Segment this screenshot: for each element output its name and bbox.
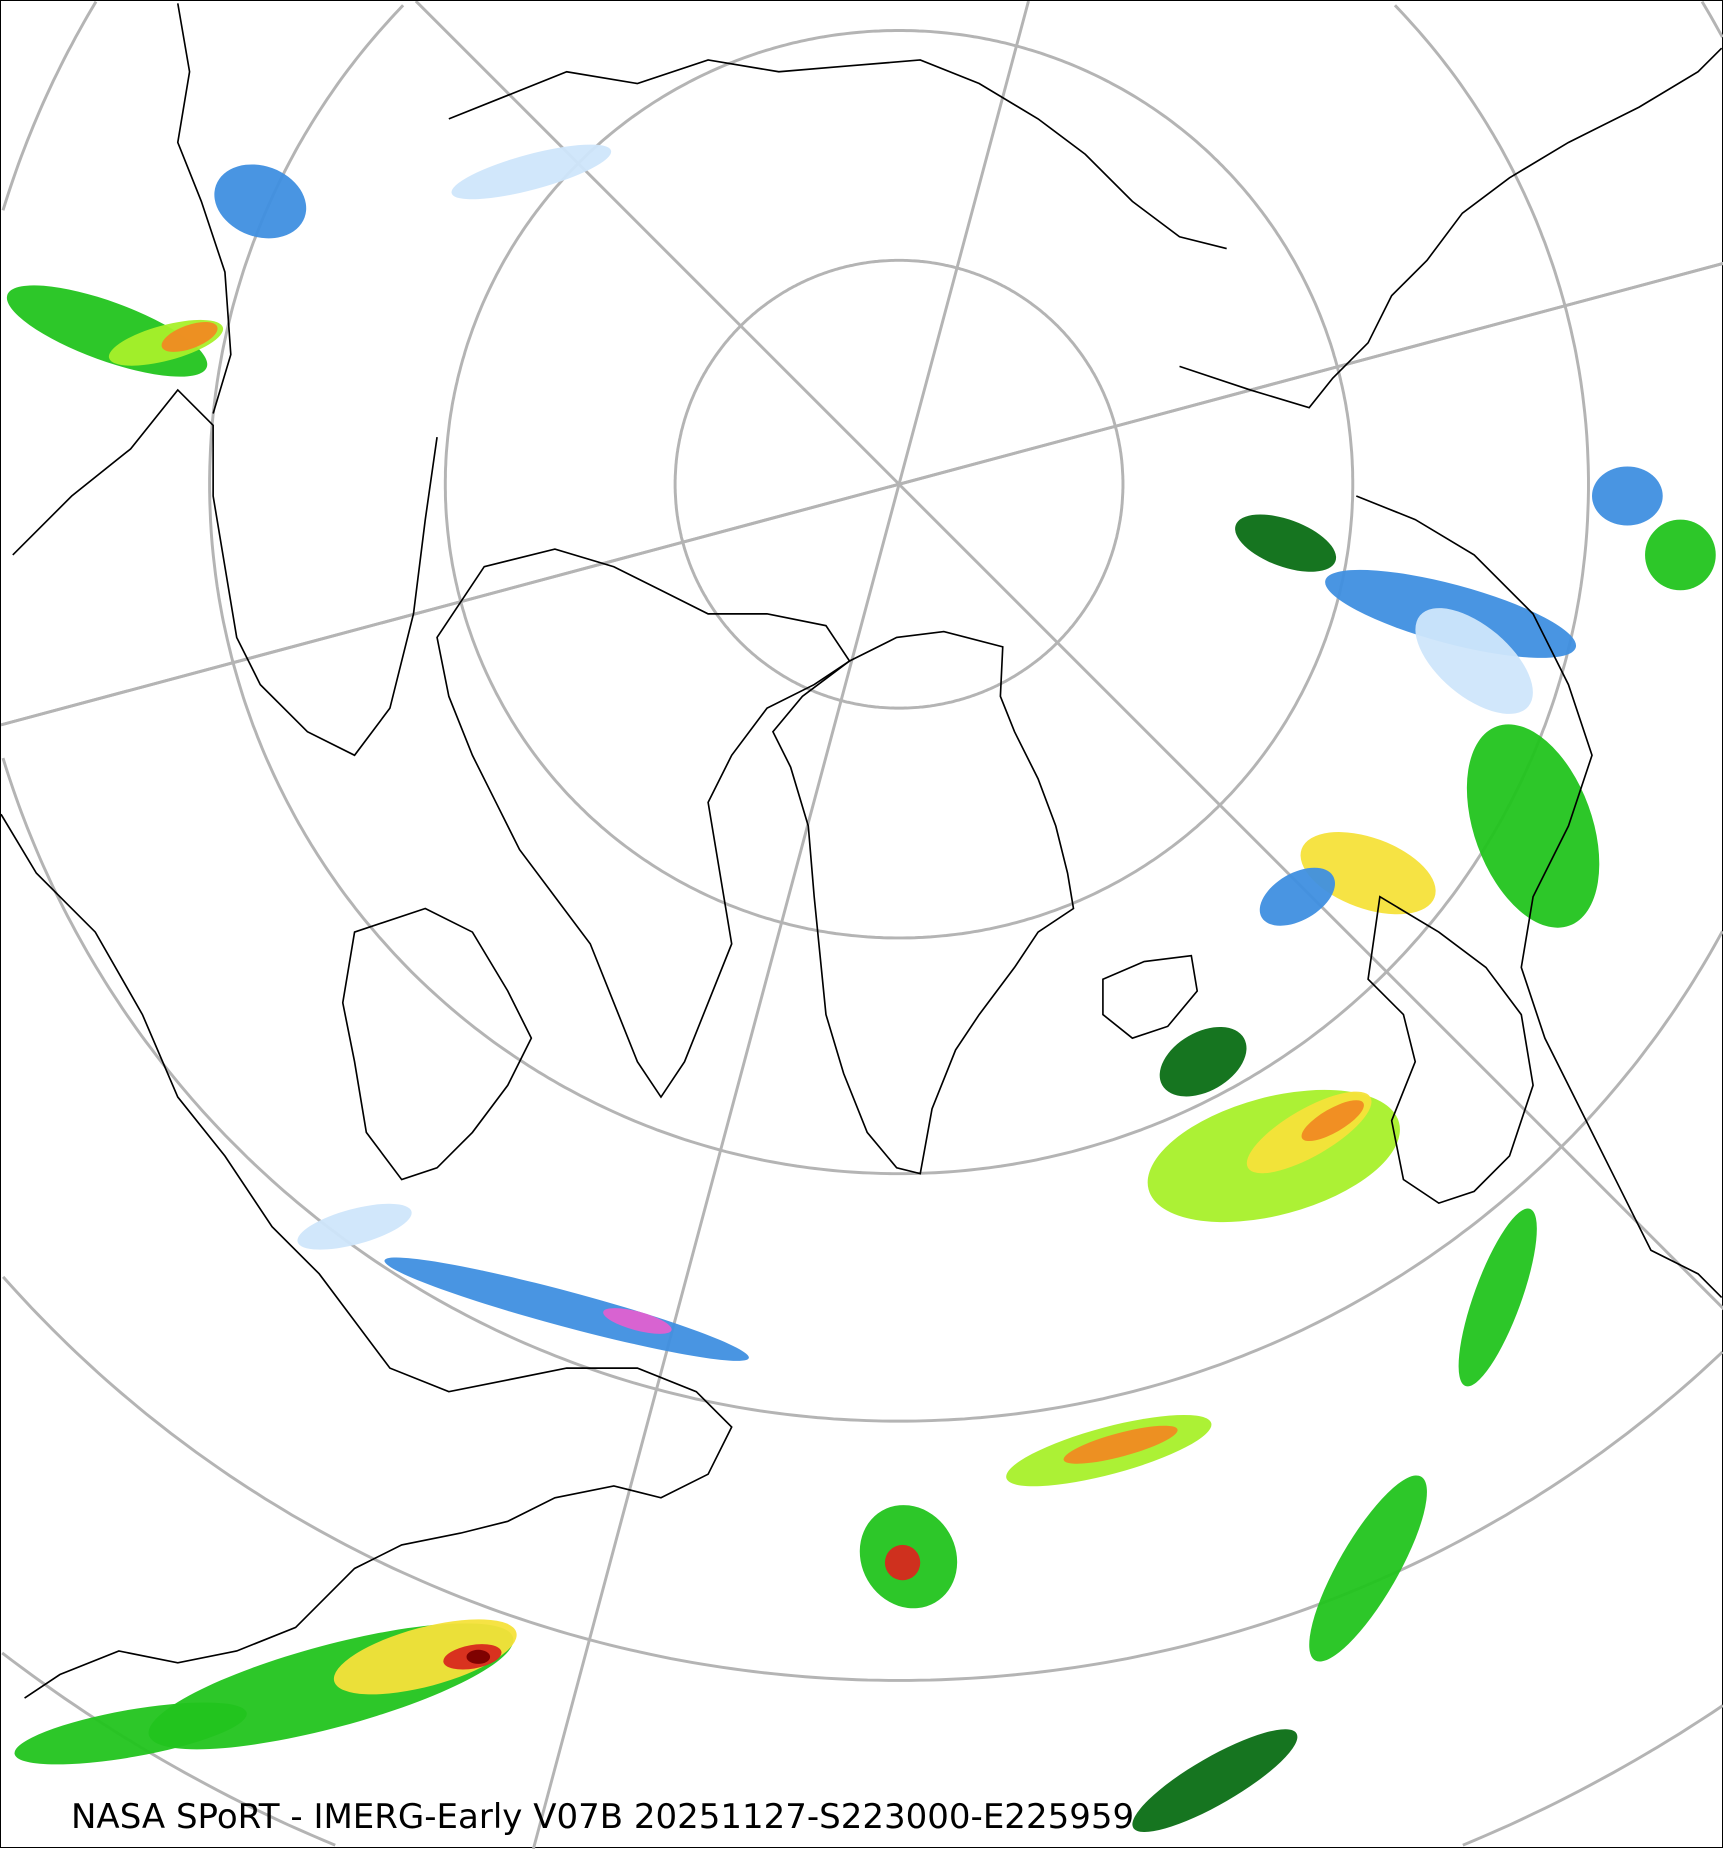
precipitation-area xyxy=(214,164,307,239)
precipitation-area xyxy=(1259,867,1335,926)
latitude-circle xyxy=(2,1275,1723,1682)
europe-coast xyxy=(1179,47,1723,1298)
precipitation-area xyxy=(384,1257,749,1361)
siberia-coast xyxy=(448,59,1227,250)
precipitation-layer xyxy=(6,144,1716,1832)
coastlines xyxy=(1,3,1723,1699)
precipitation-area xyxy=(1458,1208,1537,1387)
precipitation-area xyxy=(1592,466,1663,526)
latitude-circle xyxy=(673,258,1125,710)
alaska-coast xyxy=(176,3,232,414)
meridian-line xyxy=(531,1,1030,1849)
latitude-circle xyxy=(1,1,1723,1423)
precipitation-area xyxy=(451,144,612,200)
precipitation-area xyxy=(1415,608,1533,714)
precipitation-area xyxy=(1309,1475,1427,1662)
iceland-coast xyxy=(1102,954,1199,1040)
precipitation-area xyxy=(884,1544,921,1581)
canada-arctic-islands xyxy=(436,548,851,1099)
precipitation-area xyxy=(333,1619,517,1695)
precipitation-area xyxy=(1132,1729,1298,1832)
precipitation-area xyxy=(1063,1425,1178,1464)
greenland-coast xyxy=(771,630,1075,1175)
precipitation-area xyxy=(1300,832,1436,915)
latitude-circle xyxy=(443,29,1355,940)
latitude-circle xyxy=(1,1651,1723,1847)
precipitation-area xyxy=(1645,519,1716,591)
map-caption: NASA SPoRT - IMERG-Early V07B 20251127-S… xyxy=(71,1797,1135,1837)
precipitation-area xyxy=(1466,724,1600,928)
precipitation-area xyxy=(161,321,218,352)
meridian-line xyxy=(414,1,1723,1311)
meridian-line xyxy=(1,261,1723,727)
precipitation-area xyxy=(14,1702,247,1765)
hudson-bay-coast xyxy=(341,907,533,1181)
precipitation-area xyxy=(1159,1026,1247,1097)
north-america-coast xyxy=(1,388,733,1699)
precipitation-area xyxy=(1301,1100,1364,1142)
latitude-circle xyxy=(208,4,1590,1176)
precipitation-area xyxy=(603,1308,672,1334)
precipitation-area xyxy=(297,1203,412,1250)
precipitation-area xyxy=(466,1649,491,1664)
precipitation-area xyxy=(1235,514,1337,572)
